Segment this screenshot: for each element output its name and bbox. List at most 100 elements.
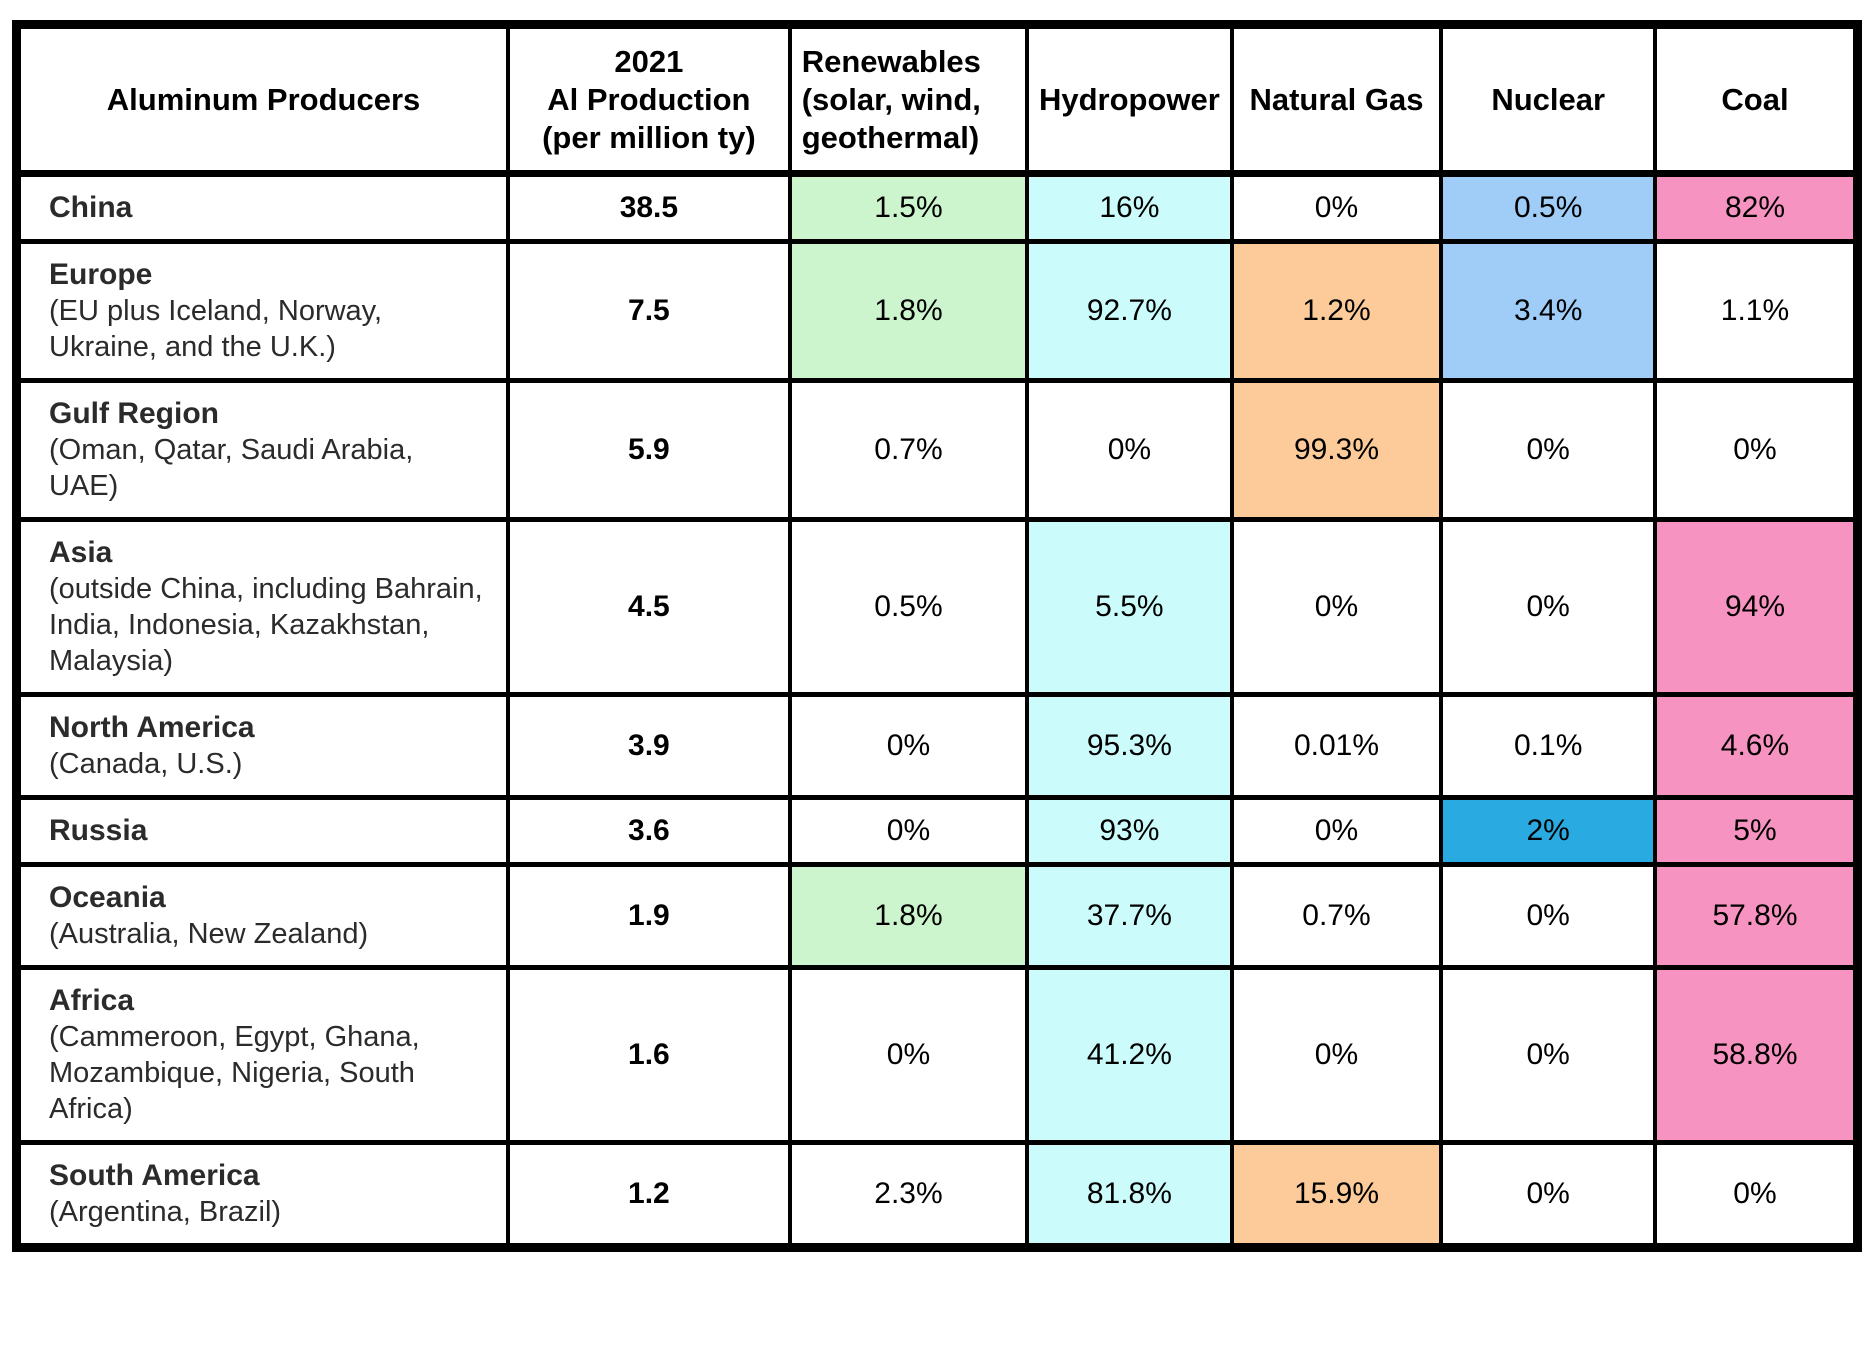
production-cell: 3.9 bbox=[506, 692, 792, 801]
column-header-aluminum-producers: Aluminum Producers bbox=[14, 21, 511, 178]
coal-cell: 0% bbox=[1652, 378, 1860, 523]
natural-gas-cell: 15.9% bbox=[1229, 1140, 1444, 1251]
table-row: South America (Argentina, Brazil) 1.2 2.3% 8… bbox=[14, 1140, 1860, 1251]
column-header-nuclear: Nuclear bbox=[1439, 21, 1657, 178]
producer-cell: North America (Canada, U.S.) bbox=[14, 692, 511, 801]
renewables-cell: 0% bbox=[787, 692, 1030, 801]
natural-gas-cell: 1.2% bbox=[1229, 239, 1444, 384]
production-cell: 5.9 bbox=[506, 378, 792, 523]
table-row: Oceania (Australia, New Zealand) 1.9 1.8% 37… bbox=[14, 862, 1860, 971]
column-header-natural-gas: Natural Gas bbox=[1229, 21, 1444, 178]
nuclear-cell: 0.5% bbox=[1439, 171, 1657, 245]
producer-cell: South America (Argentina, Brazil) bbox=[14, 1140, 511, 1251]
column-header-coal: Coal bbox=[1652, 21, 1860, 178]
nuclear-cell: 0% bbox=[1439, 517, 1657, 698]
renewables-cell: 1.5% bbox=[787, 171, 1030, 245]
nuclear-cell: 0% bbox=[1439, 862, 1657, 971]
table-row: Asia (outside China, including Bahrain, I… bbox=[14, 517, 1860, 698]
hydropower-cell: 95.3% bbox=[1025, 692, 1234, 801]
table-row: Russia 3.6 0% 93% 0% 2% 5% bbox=[14, 795, 1860, 868]
producer-name: North America bbox=[49, 711, 255, 745]
table-row: North America (Canada, U.S.) 3.9 0% 95.3% 0.0… bbox=[14, 692, 1860, 801]
hydropower-cell: 92.7% bbox=[1025, 239, 1234, 384]
producer-name: Russia bbox=[49, 814, 148, 848]
nuclear-cell: 3.4% bbox=[1439, 239, 1657, 384]
producer-name: China bbox=[49, 191, 133, 225]
nuclear-cell: 0% bbox=[1439, 965, 1657, 1146]
column-header-2021-al-production: 2021 Al Production (per million ty) bbox=[506, 21, 792, 178]
nuclear-cell: 0% bbox=[1439, 378, 1657, 523]
header-row: Aluminum Producers 2021 Al Production (p… bbox=[14, 21, 1860, 178]
producer-cell: China bbox=[14, 171, 511, 245]
producer-name: Oceania bbox=[49, 881, 166, 915]
renewables-cell: 0.7% bbox=[787, 378, 1030, 523]
table-row: Gulf Region (Oman, Qatar, Saudi Arabia, U… bbox=[14, 378, 1860, 523]
producer-cell: Asia (outside China, including Bahrain, I… bbox=[14, 517, 511, 698]
coal-cell: 4.6% bbox=[1652, 692, 1860, 801]
natural-gas-cell: 0.7% bbox=[1229, 862, 1444, 971]
coal-cell: 1.1% bbox=[1652, 239, 1860, 384]
natural-gas-cell: 0% bbox=[1229, 795, 1444, 868]
producer-name: Africa bbox=[49, 984, 135, 1018]
nuclear-cell: 0.1% bbox=[1439, 692, 1657, 801]
renewables-cell: 0% bbox=[787, 795, 1030, 868]
hydropower-cell: 0% bbox=[1025, 378, 1234, 523]
producer-detail: (Argentina, Brazil) bbox=[49, 1196, 282, 1229]
column-header-hydropower: Hydropower bbox=[1025, 21, 1234, 178]
producer-name: Europe bbox=[49, 258, 153, 292]
hydropower-cell: 37.7% bbox=[1025, 862, 1234, 971]
hydropower-cell: 81.8% bbox=[1025, 1140, 1234, 1251]
table-body: China 38.5 1.5% 16% 0% 0.5% 82% Europe (EU plus … bbox=[14, 171, 1860, 1251]
table-row: Africa (Cammeroon, Egypt, Ghana, Mozambiq… bbox=[14, 965, 1860, 1146]
coal-cell: 82% bbox=[1652, 171, 1860, 245]
production-cell: 4.5 bbox=[506, 517, 792, 698]
table-row: Europe (EU plus Iceland, Norway, Ukraine,… bbox=[14, 239, 1860, 384]
natural-gas-cell: 99.3% bbox=[1229, 378, 1444, 523]
production-cell: 1.6 bbox=[506, 965, 792, 1146]
coal-cell: 5% bbox=[1652, 795, 1860, 868]
producer-detail: (outside China, including Bahrain, India… bbox=[49, 573, 483, 678]
producer-name: Gulf Region bbox=[49, 397, 219, 431]
coal-cell: 94% bbox=[1652, 517, 1860, 698]
producer-detail: (Oman, Qatar, Saudi Arabia, UAE) bbox=[49, 434, 414, 503]
production-cell: 38.5 bbox=[506, 171, 792, 245]
table-header: Aluminum Producers 2021 Al Production (p… bbox=[14, 21, 1860, 178]
coal-cell: 58.8% bbox=[1652, 965, 1860, 1146]
natural-gas-cell: 0% bbox=[1229, 171, 1444, 245]
renewables-cell: 2.3% bbox=[787, 1140, 1030, 1251]
column-header-renewables: Renewables (solar, wind, geothermal) bbox=[787, 21, 1030, 178]
nuclear-cell: 2% bbox=[1439, 795, 1657, 868]
natural-gas-cell: 0% bbox=[1229, 517, 1444, 698]
producer-detail: (Canada, U.S.) bbox=[49, 748, 243, 781]
renewables-cell: 1.8% bbox=[787, 239, 1030, 384]
hydropower-cell: 16% bbox=[1025, 171, 1234, 245]
renewables-cell: 1.8% bbox=[787, 862, 1030, 971]
production-cell: 1.2 bbox=[506, 1140, 792, 1251]
hydropower-cell: 41.2% bbox=[1025, 965, 1234, 1146]
coal-cell: 0% bbox=[1652, 1140, 1860, 1251]
production-cell: 7.5 bbox=[506, 239, 792, 384]
producer-cell: Africa (Cammeroon, Egypt, Ghana, Mozambiq… bbox=[14, 965, 511, 1146]
renewables-cell: 0.5% bbox=[787, 517, 1030, 698]
producer-detail: (Cammeroon, Egypt, Ghana, Mozambique, Ni… bbox=[49, 1021, 420, 1126]
coal-cell: 57.8% bbox=[1652, 862, 1860, 971]
renewables-cell: 0% bbox=[787, 965, 1030, 1146]
producer-detail: (EU plus Iceland, Norway, Ukraine, and t… bbox=[49, 295, 383, 364]
producer-cell: Europe (EU plus Iceland, Norway, Ukraine,… bbox=[14, 239, 511, 384]
production-cell: 1.9 bbox=[506, 862, 792, 971]
table-row: China 38.5 1.5% 16% 0% 0.5% 82% bbox=[14, 171, 1860, 245]
production-cell: 3.6 bbox=[506, 795, 792, 868]
aluminum-producers-table: Aluminum Producers 2021 Al Production (p… bbox=[12, 20, 1862, 1253]
producer-cell: Gulf Region (Oman, Qatar, Saudi Arabia, U… bbox=[14, 378, 511, 523]
natural-gas-cell: 0% bbox=[1229, 965, 1444, 1146]
hydropower-cell: 93% bbox=[1025, 795, 1234, 868]
nuclear-cell: 0% bbox=[1439, 1140, 1657, 1251]
producer-name: Asia bbox=[49, 536, 113, 570]
producer-name: South America bbox=[49, 1159, 260, 1193]
natural-gas-cell: 0.01% bbox=[1229, 692, 1444, 801]
hydropower-cell: 5.5% bbox=[1025, 517, 1234, 698]
producer-detail: (Australia, New Zealand) bbox=[49, 918, 369, 951]
producer-cell: Russia bbox=[14, 795, 511, 868]
producer-cell: Oceania (Australia, New Zealand) bbox=[14, 862, 511, 971]
